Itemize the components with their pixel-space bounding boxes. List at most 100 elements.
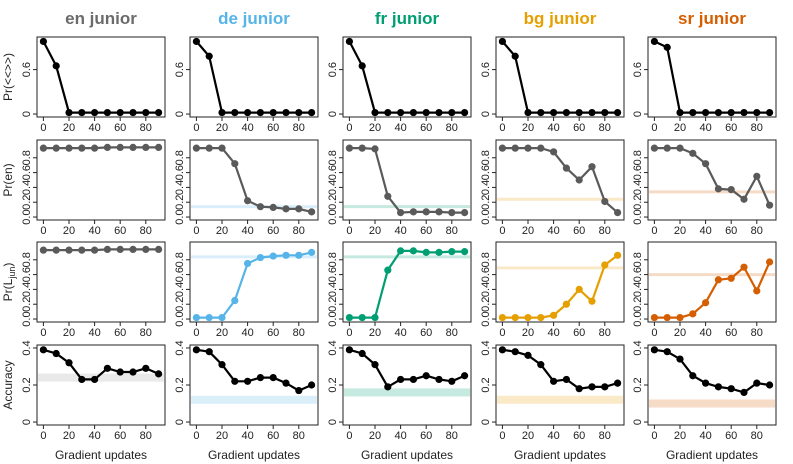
panel-0-2-point-4 (91, 246, 99, 254)
panel-4-0-point-6 (727, 108, 735, 117)
panel-3-3-point-5 (562, 375, 571, 384)
panel-4-2-xtick-label-3: 60 (725, 327, 737, 339)
panel-0-1-point-0 (39, 144, 48, 152)
panel-2-1-ytick-label-0: 0.0 (327, 209, 339, 224)
panel-2-3-point-4 (397, 375, 405, 384)
panel-1-3-ytick-label-1: 0.2 (174, 377, 186, 392)
panel-2-0-point-3 (384, 108, 392, 117)
panel-4-2-point-8 (753, 287, 761, 295)
panel-3-3-ytick-label-0: 0 (480, 419, 492, 425)
panel-2-2-ytick-label-1: 0.2 (327, 297, 339, 312)
panel-1-3-point-9 (308, 381, 316, 389)
panel-1-3-point-2 (218, 361, 226, 369)
panel-3-0-xtick-label-0: 0 (499, 122, 505, 134)
panel-3-1-point-8 (601, 197, 609, 206)
panel-2-0-point-6 (422, 108, 430, 117)
panel-2-1-point-8 (448, 208, 456, 217)
panel-4-3-point-7 (740, 388, 748, 397)
panel-4-3-point-9 (766, 381, 774, 389)
panel-1-0-point-9 (308, 108, 316, 117)
panel-4-0-point-9 (766, 108, 774, 117)
panel-4-2-ytick-label-4: 0.8 (632, 252, 644, 267)
panel-4-1-ytick-label-1: 0.2 (632, 195, 644, 210)
panel-1-3-point-7 (282, 379, 290, 387)
panel-0-2-frame (36, 241, 166, 323)
panel-4-2-point-4 (702, 299, 710, 307)
panel-3-2-xtick-label-0: 0 (499, 327, 505, 339)
panel-2-1-ytick-label-3: 0.6 (327, 165, 339, 180)
panel-0-3-point-6 (116, 368, 124, 376)
panel-0-1-point-1 (52, 144, 60, 152)
panel-4-1-xtick-label-4: 80 (751, 225, 763, 237)
panel-2-3-point-7 (435, 375, 443, 384)
panel-3-0-point-7 (588, 108, 596, 117)
column-title-2: fr junior (375, 9, 440, 28)
panel-0-1-ytick-label-0: 0.0 (21, 209, 33, 224)
panel-2-2-point-9 (461, 248, 469, 256)
panel-4-1-ytick-label-2: 0.4 (632, 180, 644, 195)
panel-4-2-frame (647, 241, 777, 323)
panel-0-2-xtick-label-4: 80 (140, 327, 152, 339)
panel-1-2-frame (189, 241, 319, 323)
panel-4-2-point-6 (727, 274, 735, 282)
panel-1-0-point-2 (218, 108, 226, 117)
panel-4-3-point-8 (753, 379, 761, 387)
panel-2-1-point-9 (461, 208, 469, 217)
panel-3-0-point-2 (524, 108, 532, 117)
panel-4-2-xtick-label-0: 0 (651, 327, 657, 339)
panel-1-2-point-3 (231, 296, 239, 305)
panel-1-0-point-6 (269, 108, 277, 117)
panel-1-2-ytick-label-4: 0.8 (174, 252, 186, 267)
panel-1-1-series-line (196, 147, 312, 213)
panel-0-2-xtick-label-2: 40 (88, 327, 100, 339)
panel-3-1-point-4 (550, 148, 558, 156)
panel-1-2-xtick-label-3: 60 (267, 327, 279, 339)
panel-1-3-series-line (196, 348, 313, 392)
panel-3-1-ytick-label-2: 0.4 (480, 180, 492, 195)
panel-0-1-frame (36, 139, 166, 221)
panel-3-2-ytick-label-0: 0.0 (480, 311, 492, 326)
panel-4-2-point-9 (766, 258, 774, 266)
panel-0-0-series-line (42, 40, 159, 114)
panel-4-2-ytick-label-2: 0.4 (632, 282, 644, 297)
panel-2-2-point-7 (435, 248, 443, 256)
panel-4-3-baseline-band (649, 399, 775, 408)
panel-1-0-xtick-label-1: 20 (216, 122, 228, 134)
panel-3-2-point-1 (511, 313, 519, 322)
x-axis-label-2: Gradient updates (361, 448, 453, 462)
panel-3-0-xtick-label-4: 80 (599, 122, 611, 134)
panel-2-0-point-4 (397, 108, 405, 117)
panel-0-3-xtick-label-1: 20 (63, 430, 75, 442)
panel-0-1-xtick-label-1: 20 (63, 225, 75, 237)
panel-4-1-point-7 (740, 195, 748, 203)
panel-2-2-xtick-label-2: 40 (394, 327, 406, 339)
panel-0-3-xtick-label-0: 0 (40, 430, 46, 442)
panel-4-3-xtick-label-0: 0 (651, 430, 657, 442)
panel-0-0-xtick-label-3: 60 (114, 122, 126, 134)
panel-3-0-point-5 (562, 108, 571, 117)
panel-4-2-point-5 (714, 276, 723, 284)
panel-4-3-point-1 (663, 348, 671, 356)
panel-3-3-point-9 (614, 379, 622, 387)
panel-4-1-xtick-label-0: 0 (651, 225, 657, 237)
panel-0-2-point-1 (52, 246, 60, 254)
panel-4-3-series-line (654, 348, 770, 394)
panel-4-3-point-3 (689, 372, 697, 380)
panel-3-2-point-8 (601, 261, 609, 269)
panel-4-0-xtick-label-3: 60 (725, 122, 737, 134)
panel-4-2-ytick-label-3: 0.6 (632, 267, 644, 282)
panel-3-2-xtick-label-1: 20 (522, 327, 534, 339)
panel-2-0-xtick-label-4: 80 (446, 122, 458, 134)
panel-1-1-xtick-label-1: 20 (216, 225, 228, 237)
panel-4-3-point-6 (727, 385, 735, 393)
panel-1-2-xtick-label-1: 20 (216, 327, 228, 339)
panel-3-0-point-9 (614, 108, 622, 117)
panel-3-2-point-2 (524, 313, 532, 322)
panel-0-0-ytick-label-1: 0.6 (21, 62, 33, 77)
panel-1-1-xtick-label-2: 40 (241, 225, 253, 237)
panel-2-3-point-1 (358, 349, 366, 358)
panel-2-0-series-line (348, 40, 465, 114)
panel-1-3-baseline-band (191, 395, 317, 404)
panel-3-2-ytick-label-2: 0.4 (480, 282, 492, 297)
